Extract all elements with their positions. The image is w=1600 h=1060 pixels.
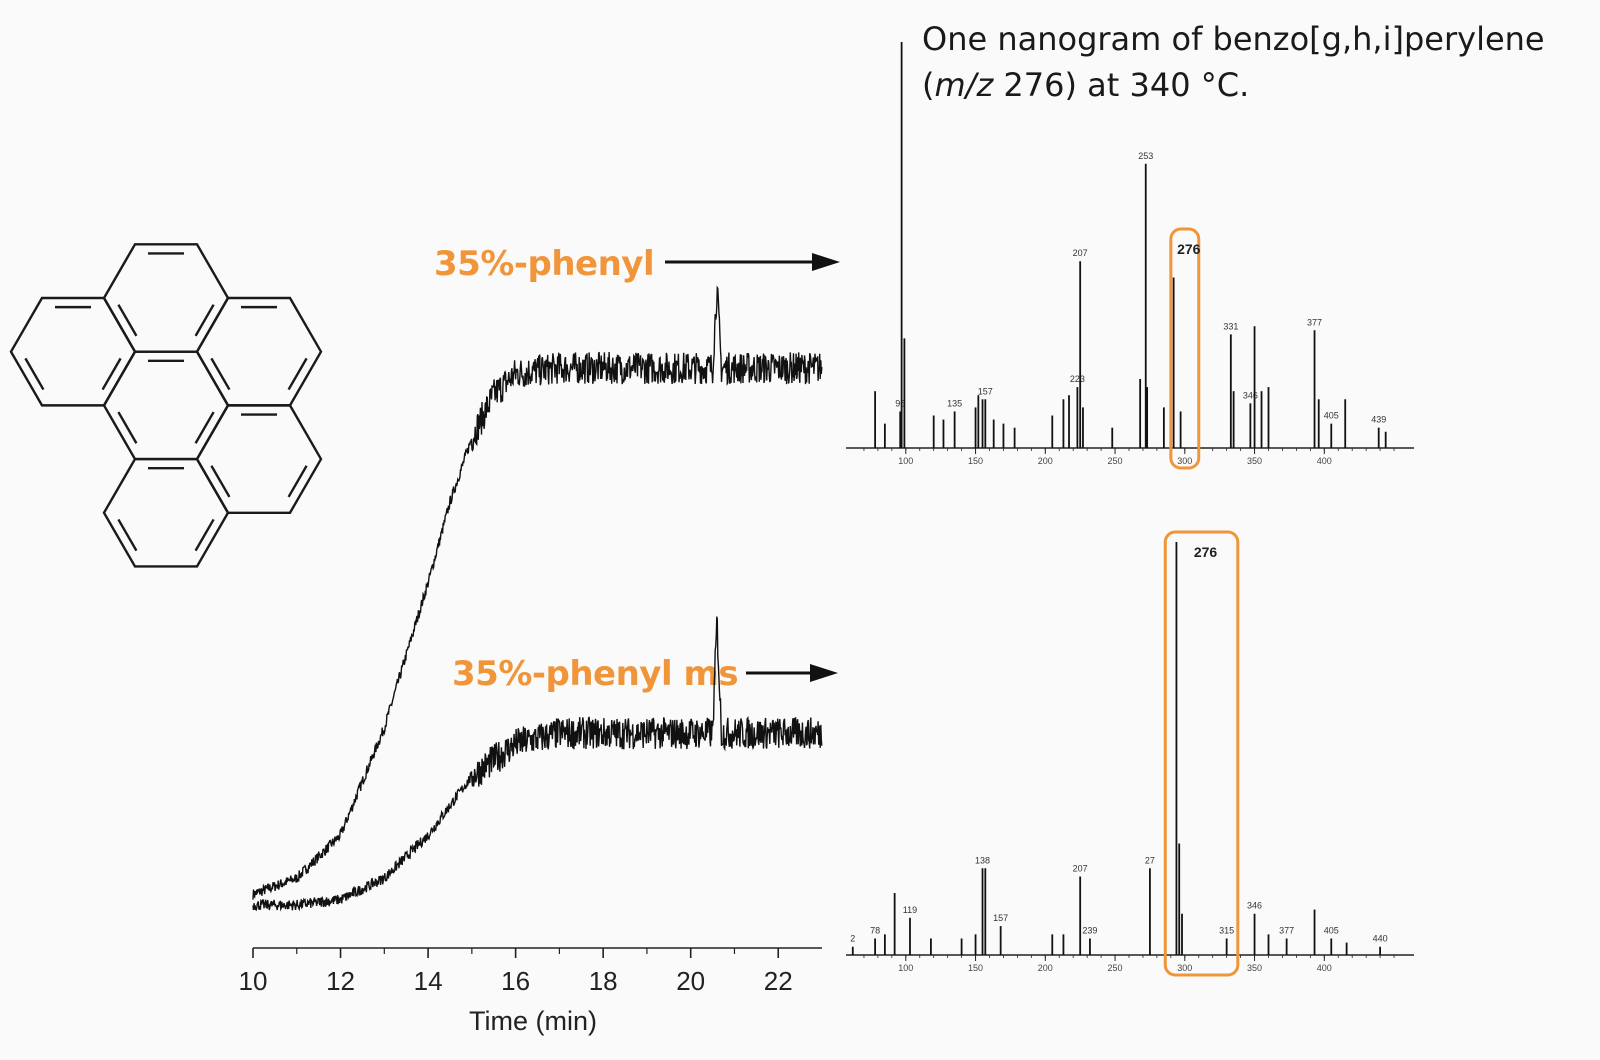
peak-label: 78 — [870, 925, 880, 935]
peak-label: 157 — [978, 386, 993, 396]
peak-label: 405 — [1324, 411, 1339, 421]
peak-label: 96 — [895, 398, 905, 408]
label-35-phenyl-ms: 35%-phenyl ms — [452, 654, 739, 694]
spectrum-tick-label: 250 — [1108, 963, 1123, 973]
double-bond — [287, 465, 308, 498]
peak-label: 346 — [1247, 901, 1262, 911]
peak-label: 315 — [1219, 925, 1234, 935]
double-bond — [287, 357, 308, 391]
x-tick-label: 20 — [676, 966, 705, 996]
peak-label: 253 — [1138, 151, 1153, 161]
benzo-ghi-perylene-structure — [9, 243, 323, 568]
double-bond — [194, 518, 215, 552]
spectrum-tick-label: 350 — [1247, 456, 1262, 466]
title-line-1: One nanogram of benzo[g,h,i]perylene — [922, 20, 1545, 58]
spectrum-tick-label: 300 — [1177, 963, 1192, 973]
peak-label: 377 — [1307, 317, 1322, 327]
ring — [102, 243, 230, 353]
double-bond — [194, 411, 215, 444]
double-bond — [194, 304, 215, 337]
peak-label: 27 — [1145, 855, 1155, 865]
arrow-top — [665, 253, 840, 271]
x-tick-label: 18 — [589, 966, 618, 996]
highlight-box — [1163, 530, 1240, 977]
double-bond — [117, 304, 138, 337]
mass-spectrum-bottom: 100 150 200 250 300 350 400 2 78 119 138 157 207 239 2… — [846, 530, 1414, 977]
arrow-bottom — [746, 664, 838, 682]
highlight-label: 276 — [1194, 544, 1218, 560]
spectrum-tick-label: 150 — [968, 963, 983, 973]
spectrum-tick-label: 400 — [1317, 963, 1332, 973]
double-bond — [101, 357, 122, 391]
spectrum-tick-label: 150 — [968, 456, 983, 466]
spectrum-tick-label: 350 — [1247, 963, 1262, 973]
trace-phenyl-ms — [252, 616, 823, 912]
peak-label: 207 — [1073, 864, 1088, 874]
peak-label: 119 — [903, 905, 917, 915]
x-tick-label: 10 — [239, 966, 268, 996]
spectrum-tick-label: 300 — [1177, 456, 1192, 466]
mass-spectrum-top: 100 150 200 250 300 350 400 96 135 157 223 207 253 33… — [846, 42, 1414, 470]
peak-label: 223 — [1070, 374, 1085, 384]
ring — [102, 350, 230, 461]
peak-label: 331 — [1223, 321, 1238, 331]
x-tick-label: 22 — [764, 966, 793, 996]
mz-value: 276 — [1003, 66, 1065, 104]
peak-label: 440 — [1373, 934, 1388, 944]
double-bond — [117, 518, 138, 552]
peak-label: 346 — [1243, 390, 1258, 400]
peak-label: 135 — [947, 398, 962, 408]
ring — [102, 457, 230, 568]
double-bond — [117, 411, 138, 444]
peak-label: 439 — [1371, 415, 1386, 425]
x-axis-label: Time (min) — [469, 1006, 597, 1036]
peak-label: 138 — [975, 855, 990, 865]
x-tick-label: 16 — [501, 966, 530, 996]
figure-title: One nanogram of benzo[g,h,i]perylene (m/… — [922, 16, 1545, 108]
ring — [195, 404, 323, 514]
spectrum-tick-label: 250 — [1108, 456, 1123, 466]
peak-label: 157 — [993, 913, 1008, 923]
double-bond — [210, 357, 231, 391]
chromatogram: 10 12 14 16 18 20 22 Time (min) — [239, 285, 823, 1036]
highlight-box — [1169, 227, 1201, 470]
ring — [195, 296, 323, 407]
peak-label: 239 — [1082, 925, 1097, 935]
double-bond — [210, 465, 231, 498]
mz-italic: m/z — [934, 66, 994, 104]
peak-label: 377 — [1279, 925, 1294, 935]
spectrum-tick-label: 400 — [1317, 456, 1332, 466]
label-35-phenyl: 35%-phenyl — [434, 244, 655, 284]
peak-label: 207 — [1073, 248, 1088, 258]
spectrum-tick-label: 200 — [1038, 963, 1053, 973]
ring — [9, 296, 137, 407]
x-tick-label: 14 — [414, 966, 443, 996]
peak-label: 405 — [1324, 925, 1339, 935]
peak-label: 2 — [850, 934, 855, 944]
spectrum-tick-label: 100 — [898, 456, 913, 466]
x-tick-label: 12 — [326, 966, 355, 996]
title-line-2-rest: ) at 340 °C. — [1064, 66, 1250, 104]
double-bond — [24, 357, 45, 391]
trace-phenyl — [252, 285, 823, 900]
spectrum-tick-label: 100 — [898, 963, 913, 973]
title-line-2: (m/z 276) at 340 °C. — [922, 66, 1250, 104]
spectrum-tick-label: 200 — [1038, 456, 1053, 466]
highlight-label: 276 — [1177, 241, 1201, 257]
